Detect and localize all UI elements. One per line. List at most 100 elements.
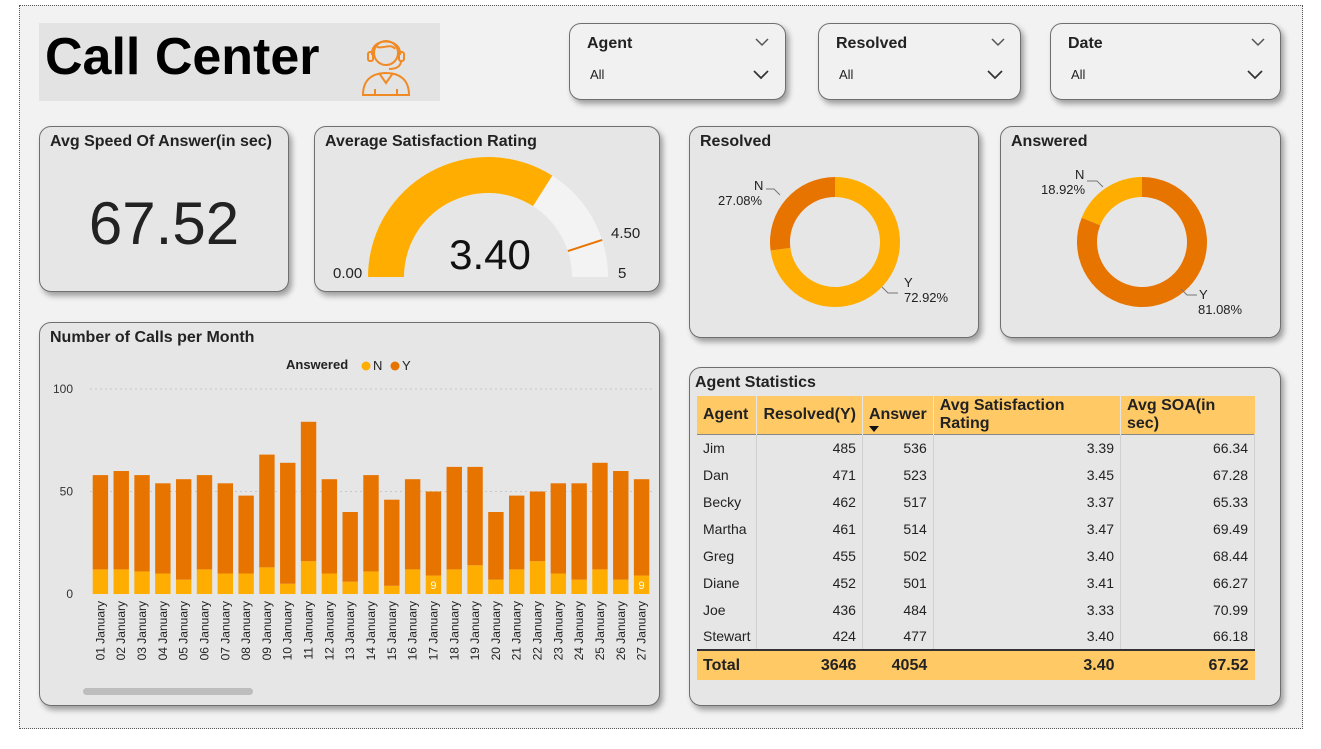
- collapse-chevron-icon[interactable]: [755, 38, 769, 47]
- bar-y[interactable]: [196, 475, 213, 570]
- bar-n[interactable]: [633, 575, 650, 594]
- table-row[interactable]: Diane 452 501 3.41 66.27: [697, 569, 1255, 596]
- table-row[interactable]: Greg 455 502 3.40 68.44: [697, 542, 1255, 569]
- bar-y[interactable]: [425, 491, 442, 576]
- table-row[interactable]: Martha 461 514 3.47 69.49: [697, 515, 1255, 542]
- bar-y[interactable]: [404, 479, 421, 570]
- bar-n[interactable]: [571, 579, 587, 594]
- cell-satisfaction: 3.47: [933, 515, 1122, 542]
- bar-n[interactable]: [384, 585, 400, 594]
- agent-slicer-value: All: [590, 67, 605, 82]
- cell-soa: 70.99: [1120, 596, 1255, 623]
- bar-y[interactable]: [300, 421, 317, 562]
- bar-n[interactable]: [613, 579, 629, 594]
- bar-y[interactable]: [613, 471, 629, 580]
- bar-y[interactable]: [509, 495, 525, 570]
- bar-y[interactable]: [529, 491, 546, 562]
- bar-y[interactable]: [134, 475, 150, 572]
- answered-n-pct: 18.92%: [1041, 182, 1086, 197]
- table-row[interactable]: Dan 471 523 3.45 67.28: [697, 461, 1255, 488]
- bar-y[interactable]: [550, 483, 567, 574]
- bar-n[interactable]: [592, 569, 608, 594]
- gauge-value: 3.40: [449, 231, 531, 278]
- legend-y-marker: [390, 361, 400, 371]
- bar-y[interactable]: [446, 466, 462, 570]
- collapse-chevron-icon[interactable]: [991, 38, 1005, 47]
- answered-n-slice: [1081, 177, 1142, 226]
- bar-n[interactable]: [363, 571, 379, 594]
- bar-n[interactable]: [259, 567, 275, 594]
- bar-n[interactable]: [509, 569, 525, 594]
- bar-y[interactable]: [259, 454, 275, 568]
- resolved-slicer[interactable]: Resolved All: [818, 23, 1021, 100]
- avg-speed-title: Avg Speed Of Answer(in sec): [50, 133, 272, 150]
- x-tick-label: 05 January: [177, 601, 191, 660]
- bar-y[interactable]: [92, 475, 109, 570]
- table-row[interactable]: Jim 485 536 3.39 66.34: [697, 433, 1255, 461]
- bar-y[interactable]: [633, 479, 650, 576]
- gauge-target-label: 4.50: [611, 225, 640, 242]
- bar-n[interactable]: [467, 565, 483, 594]
- bar-n[interactable]: [113, 569, 129, 594]
- table-row[interactable]: Stewart 424 477 3.40 66.18: [697, 623, 1255, 650]
- bar-n[interactable]: [155, 573, 171, 595]
- bar-y[interactable]: [592, 462, 608, 570]
- bar-n[interactable]: [550, 573, 567, 595]
- bar-n[interactable]: [404, 569, 421, 594]
- bar-n[interactable]: [92, 569, 109, 594]
- bar-y[interactable]: [280, 462, 296, 584]
- cell-answer: 501: [862, 569, 934, 596]
- agent-table-title: Agent Statistics: [695, 374, 816, 391]
- bar-y[interactable]: [113, 471, 129, 570]
- total-soa: 67.52: [1120, 649, 1255, 680]
- chart-scrollbar[interactable]: [83, 688, 253, 695]
- bar-n[interactable]: [238, 573, 254, 595]
- cell-soa: 65.33: [1120, 488, 1255, 515]
- bar-y[interactable]: [571, 483, 587, 580]
- total-answer: 4054: [862, 649, 934, 680]
- bar-n[interactable]: [488, 579, 504, 594]
- col-agent[interactable]: Agent: [697, 396, 758, 434]
- avg-speed-value: 67.52: [88, 190, 240, 257]
- bar-y[interactable]: [467, 466, 483, 566]
- bar-y[interactable]: [175, 479, 192, 580]
- bar-n[interactable]: [280, 583, 296, 594]
- bar-y[interactable]: [217, 483, 233, 574]
- dropdown-chevron-icon[interactable]: [1247, 70, 1263, 80]
- bar-y[interactable]: [238, 495, 254, 574]
- bar-y[interactable]: [155, 483, 171, 574]
- date-slicer[interactable]: Date All: [1050, 23, 1281, 100]
- resolved-y-slice: [770, 177, 900, 307]
- bar-n[interactable]: [342, 581, 358, 594]
- bar-y[interactable]: [321, 479, 338, 574]
- bar-n[interactable]: [134, 571, 150, 594]
- x-tick-label: 08 January: [239, 601, 253, 660]
- table-row[interactable]: Becky 462 517 3.37 65.33: [697, 488, 1255, 515]
- table-row[interactable]: Joe 436 484 3.33 70.99: [697, 596, 1255, 623]
- bar-n[interactable]: [300, 561, 317, 594]
- bar-n[interactable]: [321, 573, 338, 595]
- resolved-n-pct: 27.08%: [718, 193, 763, 208]
- bar-n[interactable]: [175, 579, 192, 594]
- bar-y[interactable]: [342, 512, 358, 582]
- col-avg-satisfaction[interactable]: Avg Satisfaction Rating: [933, 396, 1122, 434]
- bar-y[interactable]: [384, 499, 400, 586]
- call-center-agent-icon: [361, 40, 411, 96]
- bar-n[interactable]: [446, 569, 462, 594]
- col-answer[interactable]: Answer: [862, 396, 934, 434]
- bar-y[interactable]: [363, 475, 379, 572]
- bar-n[interactable]: [425, 575, 442, 594]
- bar-y[interactable]: [488, 512, 504, 580]
- col-resolved[interactable]: Resolved(Y): [756, 396, 863, 434]
- bar-n[interactable]: [529, 561, 546, 594]
- agent-slicer[interactable]: Agent All: [569, 23, 786, 100]
- bar-n[interactable]: [217, 573, 233, 595]
- bar-n[interactable]: [196, 569, 213, 594]
- dropdown-chevron-icon[interactable]: [987, 70, 1003, 80]
- total-row: Total 3646 4054 3.40 67.52: [697, 649, 1255, 680]
- col-avg-soa[interactable]: Avg SOA(in sec): [1120, 396, 1255, 434]
- cell-answer: 484: [862, 596, 934, 623]
- dropdown-chevron-icon[interactable]: [753, 70, 769, 80]
- x-tick-label: 11 January: [302, 601, 316, 659]
- collapse-chevron-icon[interactable]: [1251, 38, 1265, 47]
